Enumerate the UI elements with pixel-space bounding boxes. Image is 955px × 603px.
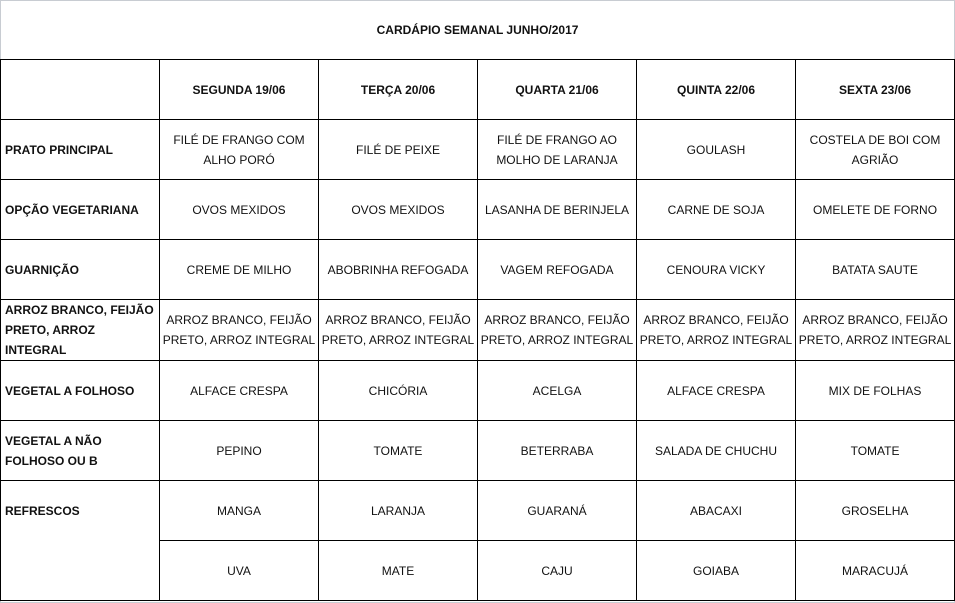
menu-cell: LASANHA DE BERINJELA bbox=[477, 179, 637, 240]
menu-cell: MARACUJÁ bbox=[794, 540, 955, 601]
menu-cell: CHICÓRIA bbox=[318, 360, 478, 421]
menu-title: CARDÁPIO SEMANAL JUNHO/2017 bbox=[0, 0, 955, 60]
table-row: VEGETAL A FOLHOSO ALFACE CRESPA CHICÓRIA AC… bbox=[0, 360, 955, 421]
row-label: OPÇÃO VEGETARIANA bbox=[0, 179, 160, 240]
menu-cell: CARNE DE SOJA bbox=[636, 179, 796, 240]
table-row: PRATO PRINCIPAL FILÉ DE FRANGO COM ALHO P… bbox=[0, 119, 955, 180]
menu-cell: ARROZ BRANCO, FEIJÃO PRETO, ARROZ INTEGR… bbox=[318, 299, 478, 361]
menu-cell: TOMATE bbox=[318, 420, 478, 481]
day-header: SEGUNDA 19/06 bbox=[159, 59, 319, 120]
menu-cell: MATE bbox=[318, 540, 478, 601]
menu-cell: GUARANÁ bbox=[477, 480, 637, 541]
menu-cell: BETERRABA bbox=[477, 420, 637, 481]
row-label: GUARNIÇÃO bbox=[0, 239, 160, 300]
menu-cell: SALADA DE CHUCHU bbox=[636, 420, 796, 481]
table-row: ARROZ BRANCO, FEIJÃO PRETO, ARROZ INTEGR… bbox=[0, 299, 955, 361]
day-header: TERÇA 20/06 bbox=[318, 59, 478, 120]
menu-cell: GOULASH bbox=[636, 119, 796, 180]
menu-cell: ARROZ BRANCO, FEIJÃO PRETO, ARROZ INTEGR… bbox=[477, 299, 637, 361]
row-label: PRATO PRINCIPAL bbox=[0, 119, 160, 180]
menu-cell: COSTELA DE BOI COM AGRIÃO bbox=[794, 119, 955, 180]
menu-cell: UVA bbox=[159, 540, 319, 601]
menu-cell: CREME DE MILHO bbox=[159, 239, 319, 300]
menu-cell: VAGEM REFOGADA bbox=[477, 239, 637, 300]
menu-cell: MANGA bbox=[159, 480, 319, 541]
menu-cell: BATATA SAUTE bbox=[794, 239, 955, 300]
table-row: VEGETAL A NÃO FOLHOSO OU B PEPINO TOMATE BE… bbox=[0, 420, 955, 481]
menu-cell: FILÉ DE FRANGO AO MOLHO DE LARANJA bbox=[477, 119, 637, 180]
menu-cell: TOMATE bbox=[794, 420, 955, 481]
menu-cell: ACELGA bbox=[477, 360, 637, 421]
refrescos-row: REFRESCOS MANGA LARANJA GUARANÁ ABACAXI GROSE… bbox=[0, 480, 955, 601]
table-row: GUARNIÇÃO CREME DE MILHO ABOBRINHA REFOGAD… bbox=[0, 239, 955, 300]
menu-cell: FILÉ DE PEIXE bbox=[318, 119, 478, 180]
menu-cell: OVOS MEXIDOS bbox=[318, 179, 478, 240]
menu-cell: FILÉ DE FRANGO COM ALHO PORÓ bbox=[159, 119, 319, 180]
row-label: REFRESCOS bbox=[0, 480, 160, 601]
menu-cell: ABACAXI bbox=[636, 480, 796, 541]
row-label: ARROZ BRANCO, FEIJÃO PRETO, ARROZ INTEGR… bbox=[0, 299, 160, 361]
corner-cell bbox=[0, 59, 160, 120]
menu-cell: MIX DE FOLHAS bbox=[794, 360, 955, 421]
menu-cell: ARROZ BRANCO, FEIJÃO PRETO, ARROZ INTEGR… bbox=[794, 299, 955, 361]
menu-cell: PEPINO bbox=[159, 420, 319, 481]
table-row: OPÇÃO VEGETARIANA OVOS MEXIDOS OVOS MEXIDO… bbox=[0, 179, 955, 240]
menu-cell: ALFACE CRESPA bbox=[636, 360, 796, 421]
row-label: VEGETAL A FOLHOSO bbox=[0, 360, 160, 421]
day-header: QUINTA 22/06 bbox=[636, 59, 796, 120]
title-row: CARDÁPIO SEMANAL JUNHO/2017 bbox=[0, 0, 955, 60]
menu-cell: CENOURA VICKY bbox=[636, 239, 796, 300]
day-header: SEXTA 23/06 bbox=[794, 59, 955, 120]
row-label: VEGETAL A NÃO FOLHOSO OU B bbox=[0, 420, 160, 481]
refrescos-row: UVA MATE CAJU GOIABA MARACUJÁ bbox=[1, 540, 955, 601]
day-header: QUARTA 21/06 bbox=[477, 59, 637, 120]
menu-cell: OMELETE DE FORNO bbox=[794, 179, 955, 240]
menu-cell: GROSELHA bbox=[794, 480, 955, 541]
menu-cell: ARROZ BRANCO, FEIJÃO PRETO, ARROZ INTEGR… bbox=[159, 299, 319, 361]
menu-cell: CAJU bbox=[477, 540, 637, 601]
menu-cell: ARROZ BRANCO, FEIJÃO PRETO, ARROZ INTEGR… bbox=[636, 299, 796, 361]
menu-cell: GOIABA bbox=[636, 540, 796, 601]
menu-cell: ALFACE CRESPA bbox=[159, 360, 319, 421]
header-row: SEGUNDA 19/06 TERÇA 20/06 QUARTA 21/06 QUIN… bbox=[0, 59, 955, 120]
menu-cell: OVOS MEXIDOS bbox=[159, 179, 319, 240]
menu-cell: LARANJA bbox=[318, 480, 478, 541]
menu-cell: ABOBRINHA REFOGADA bbox=[318, 239, 478, 300]
